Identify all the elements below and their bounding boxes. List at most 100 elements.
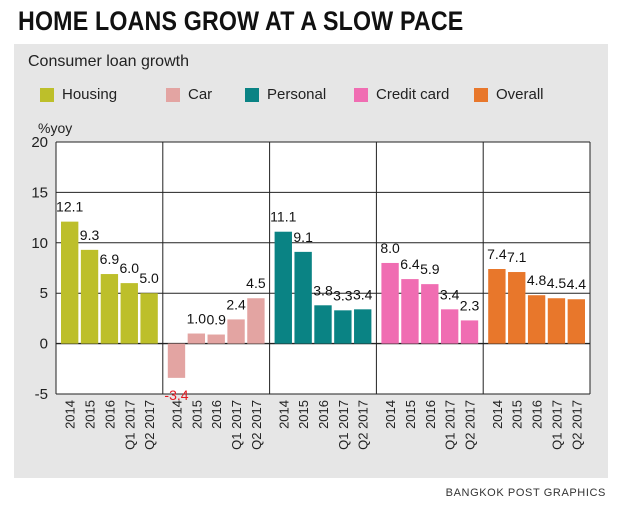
bar-overall-q1-2017 bbox=[547, 298, 566, 344]
data-label: 12.1 bbox=[56, 199, 83, 215]
legend-swatch-car bbox=[166, 87, 180, 102]
x-tick-label: 2015 bbox=[510, 400, 525, 429]
bar-personal-q2-2017 bbox=[354, 309, 372, 344]
legend-label-housing: Housing bbox=[62, 86, 118, 103]
x-tick-label: 2014 bbox=[490, 400, 505, 429]
x-tick-label: 2015 bbox=[83, 400, 98, 429]
data-label: 5.9 bbox=[420, 261, 440, 277]
bar-housing-q1-2017 bbox=[120, 283, 138, 344]
legend-swatch-credit-card bbox=[354, 87, 368, 102]
x-tick-label: Q1 2017 bbox=[122, 400, 137, 450]
x-tick-label: 2014 bbox=[276, 400, 291, 429]
bar-credit-card-q2-2017 bbox=[460, 320, 479, 344]
x-tick-label: Q2 2017 bbox=[142, 400, 157, 450]
bar-overall-2015 bbox=[508, 272, 526, 344]
legend-label-personal: Personal bbox=[267, 86, 327, 103]
bar-car-2016 bbox=[207, 334, 225, 344]
data-label: 9.3 bbox=[80, 227, 100, 243]
legend-swatch-housing bbox=[40, 87, 54, 102]
bar-housing-2016 bbox=[100, 274, 119, 344]
data-label: 6.4 bbox=[400, 256, 420, 272]
bar-overall-2014 bbox=[488, 269, 506, 344]
x-tick-label: 2016 bbox=[102, 400, 117, 429]
x-tick-label: Q2 2017 bbox=[356, 400, 371, 450]
bar-housing-q2-2017 bbox=[140, 293, 158, 344]
data-label: 4.8 bbox=[527, 272, 547, 288]
bar-car-2015 bbox=[187, 333, 206, 344]
bar-car-2014 bbox=[167, 343, 186, 378]
data-label: 3.3 bbox=[333, 287, 353, 303]
y-tick-label: 20 bbox=[31, 134, 48, 151]
x-tick-label: Q1 2017 bbox=[443, 400, 458, 450]
y-tick-label: 5 bbox=[40, 285, 48, 302]
data-label: 4.5 bbox=[547, 275, 567, 291]
bar-overall-2016 bbox=[527, 295, 546, 344]
legend-label-car: Car bbox=[188, 86, 213, 103]
x-tick-label: Q2 2017 bbox=[463, 400, 478, 450]
data-label: 3.4 bbox=[353, 286, 373, 302]
data-label: 7.1 bbox=[507, 249, 527, 265]
source-credit: BANGKOK POST GRAPHICS bbox=[445, 487, 606, 499]
legend-item-housing: Housing bbox=[40, 86, 117, 103]
data-label: 6.0 bbox=[120, 260, 140, 276]
data-label: 9.1 bbox=[293, 229, 313, 245]
x-tick-label: Q2 2017 bbox=[569, 400, 584, 450]
data-label: 8.0 bbox=[380, 240, 400, 256]
data-label: 4.4 bbox=[567, 276, 587, 292]
x-tick-label: Q1 2017 bbox=[336, 400, 351, 450]
data-label: 11.1 bbox=[270, 209, 296, 225]
x-tick-label: 2016 bbox=[423, 400, 438, 429]
bar-personal-q1-2017 bbox=[334, 310, 352, 344]
legend-label-credit-card: Credit card bbox=[376, 86, 450, 103]
x-tick-label: 2016 bbox=[530, 400, 545, 429]
legend-swatch-overall bbox=[474, 87, 488, 102]
x-tick-label: 2016 bbox=[209, 400, 224, 429]
headline: HOME LOANS GROW AT A SLOW PACE bbox=[18, 6, 464, 36]
bar-housing-2015 bbox=[80, 249, 99, 344]
legend-item-personal: Personal bbox=[245, 86, 326, 103]
y-tick-label: 10 bbox=[31, 235, 48, 252]
x-tick-label: Q1 2017 bbox=[549, 400, 564, 450]
data-label: 1.0 bbox=[187, 311, 207, 327]
x-tick-label: 2016 bbox=[316, 400, 331, 429]
bar-personal-2014 bbox=[274, 231, 292, 344]
x-tick-label: 2014 bbox=[63, 400, 78, 429]
y-tick-label: 0 bbox=[40, 336, 48, 353]
x-tick-label: 2015 bbox=[296, 400, 311, 429]
chart-title: Consumer loan growth bbox=[28, 53, 189, 70]
bar-personal-2015 bbox=[294, 251, 312, 344]
bar-credit-card-2014 bbox=[381, 262, 399, 344]
legend-label-overall: Overall bbox=[496, 86, 544, 103]
bar-credit-card-2016 bbox=[421, 284, 439, 344]
data-label: 6.9 bbox=[100, 251, 120, 267]
bar-credit-card-q1-2017 bbox=[440, 309, 459, 344]
data-label: 3.4 bbox=[440, 286, 460, 302]
x-tick-label: 2014 bbox=[383, 400, 398, 429]
legend-swatch-personal bbox=[245, 87, 259, 102]
x-tick-label: 2015 bbox=[403, 400, 418, 429]
data-label: -3.4 bbox=[164, 387, 188, 403]
x-tick-label: 2015 bbox=[189, 400, 204, 429]
data-label: 0.9 bbox=[206, 312, 226, 328]
legend-item-car: Car bbox=[166, 86, 212, 103]
data-label: 7.4 bbox=[487, 246, 507, 262]
y-tick-label: 15 bbox=[31, 184, 48, 201]
data-label: 2.3 bbox=[460, 297, 480, 313]
plot-area bbox=[56, 142, 590, 394]
bar-car-q2-2017 bbox=[247, 298, 265, 344]
legend-item-overall: Overall bbox=[474, 86, 544, 103]
y-tick-label: -5 bbox=[35, 386, 48, 403]
data-label: 3.8 bbox=[313, 282, 333, 298]
legend-item-credit-card: Credit card bbox=[354, 86, 449, 103]
x-tick-label: Q1 2017 bbox=[229, 400, 244, 450]
bar-housing-2014 bbox=[61, 221, 79, 344]
data-label: 4.5 bbox=[246, 275, 266, 291]
data-label: 2.4 bbox=[226, 296, 246, 312]
data-label: 5.0 bbox=[139, 270, 159, 286]
x-tick-label: Q2 2017 bbox=[249, 400, 264, 450]
bar-personal-2016 bbox=[314, 305, 332, 344]
x-tick-label: 2014 bbox=[169, 400, 184, 429]
bar-overall-q2-2017 bbox=[567, 299, 585, 344]
bar-credit-card-2015 bbox=[401, 279, 419, 344]
